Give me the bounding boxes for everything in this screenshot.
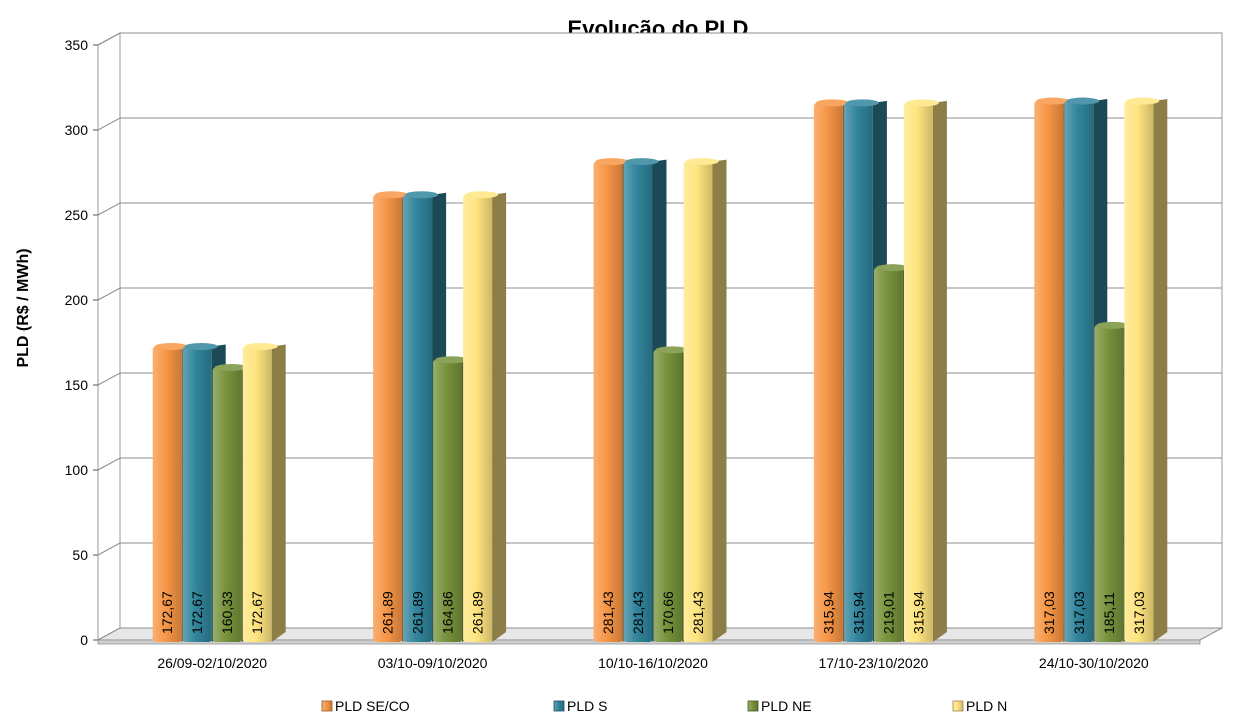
bar [683,158,727,642]
bar-face [683,161,713,642]
bar-face [152,346,182,642]
bar-face [212,367,242,642]
bar-top [184,342,218,350]
bar-top [465,191,499,199]
legend-label: PLD N [966,698,1007,714]
bar-face [433,359,463,642]
data-label: 164,86 [440,591,456,634]
y-tick-label: 100 [65,462,89,478]
bar-side [271,344,286,642]
bar-face [463,194,493,643]
data-label: 261,89 [470,591,486,634]
legend-label: PLD S [567,698,607,714]
bar-side [712,159,727,642]
bar-top [845,99,879,107]
legend-label: PLD SE/CO [335,698,410,714]
legend-swatch [321,700,333,712]
data-label: 219,01 [880,591,896,634]
legend: PLD SE/CO PLD S PLD NE PLD N [321,698,1007,714]
bar-top [154,342,188,350]
bar-face [1064,101,1094,642]
data-label: 172,67 [249,591,265,634]
bar-top [1066,97,1100,105]
bar-side [492,192,507,643]
data-label: 281,43 [690,591,706,634]
legend-swatch [952,700,964,712]
bar [242,342,286,642]
y-tick-label: 50 [72,547,88,563]
bar-face [903,102,933,643]
bar-face [813,102,843,643]
plot-area: 0 50 100 150 200 250 300 350 172,67 172,67 160,33 1… [65,32,1223,671]
gridline [97,32,1222,46]
bar-top [625,158,659,166]
x-tick-label: 26/09-02/10/2020 [157,655,267,671]
data-label: 170,66 [660,591,676,634]
legend-label: PLD NE [761,698,812,714]
data-label: 185,11 [1101,592,1117,634]
bar-top [1126,97,1160,105]
data-label: 261,89 [380,591,396,634]
bar [463,191,507,643]
y-tick-label: 0 [80,632,88,648]
data-label: 317,03 [1131,591,1147,634]
data-label: 317,03 [1071,591,1087,634]
bar-face [623,161,653,642]
x-tick-label: 10/10-16/10/2020 [598,655,708,671]
bar-face [1124,101,1154,642]
y-tick-label: 300 [65,122,89,138]
bar [903,99,947,643]
bar-top [375,191,409,199]
y-tick-label: 150 [65,377,89,393]
bar-face [1034,101,1064,642]
data-label: 172,67 [159,591,175,634]
bar-top [655,346,689,354]
bar-top [244,342,278,350]
bar-top [214,363,248,371]
bar-face [843,102,873,643]
bar-face [373,194,403,643]
data-label: 315,94 [910,591,926,634]
bar-top [905,99,939,107]
bar-top [435,356,469,364]
bar-side [1153,99,1168,642]
bar-face [873,267,903,642]
y-tick-label: 350 [65,37,89,53]
x-tick-label: 17/10-23/10/2020 [819,655,929,671]
bar-top [875,264,909,272]
data-label: 315,94 [820,591,836,634]
x-tick-label: 24/10-30/10/2020 [1039,655,1149,671]
data-label: 317,03 [1041,591,1057,634]
data-label: 281,43 [630,591,646,634]
bar [1124,97,1168,642]
bar-top [595,158,629,166]
y-axis-label: PLD (R$ / MWh) [15,248,32,367]
data-label: 172,67 [189,591,205,634]
bar-face [403,194,433,643]
x-tick-label: 03/10-09/10/2020 [378,655,488,671]
bar-face [1094,325,1124,642]
data-label: 281,43 [600,591,616,634]
data-label: 315,94 [850,591,866,634]
bar-top [1096,321,1130,329]
data-label: 160,33 [219,591,235,634]
bar-side [932,100,947,643]
bar-top [815,99,849,107]
y-tick-label: 250 [65,207,89,223]
bar-face [593,161,623,642]
data-label: 261,89 [410,591,426,634]
y-tick-label: 200 [65,292,89,308]
bar-face [653,349,683,642]
bar-face [242,346,272,642]
bar-top [685,158,719,166]
bar-face [182,346,212,642]
legend-swatch [747,700,759,712]
legend-swatch [553,700,565,712]
bar-top [1036,97,1070,105]
bar-top [405,191,439,199]
